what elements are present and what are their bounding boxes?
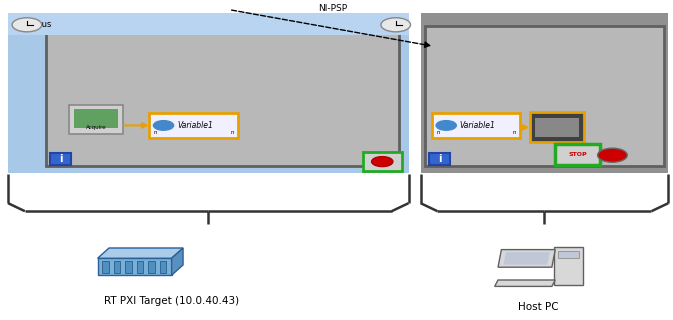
Text: Acquire: Acquire bbox=[85, 124, 106, 130]
FancyBboxPatch shape bbox=[8, 13, 409, 35]
Text: n: n bbox=[230, 130, 234, 135]
FancyBboxPatch shape bbox=[425, 26, 664, 166]
FancyBboxPatch shape bbox=[429, 153, 450, 165]
Text: n: n bbox=[436, 130, 439, 135]
FancyBboxPatch shape bbox=[137, 261, 143, 273]
Text: Variable1: Variable1 bbox=[460, 121, 495, 130]
Circle shape bbox=[598, 148, 627, 162]
Circle shape bbox=[153, 121, 174, 130]
Polygon shape bbox=[498, 250, 555, 267]
Circle shape bbox=[436, 121, 456, 130]
Text: STOP: STOP bbox=[568, 152, 587, 157]
Text: i: i bbox=[437, 154, 441, 164]
Circle shape bbox=[371, 156, 393, 167]
Text: n: n bbox=[513, 130, 516, 135]
Polygon shape bbox=[503, 252, 550, 265]
Circle shape bbox=[12, 18, 42, 32]
FancyBboxPatch shape bbox=[102, 261, 109, 273]
FancyBboxPatch shape bbox=[74, 109, 118, 128]
FancyBboxPatch shape bbox=[558, 251, 579, 258]
FancyBboxPatch shape bbox=[421, 13, 668, 173]
Text: NI-PSP: NI-PSP bbox=[318, 4, 348, 12]
Text: n: n bbox=[153, 130, 157, 135]
FancyBboxPatch shape bbox=[114, 261, 120, 273]
FancyBboxPatch shape bbox=[69, 105, 123, 134]
Polygon shape bbox=[495, 280, 555, 286]
Text: RT PXI Target (10.0.40.43): RT PXI Target (10.0.40.43) bbox=[104, 296, 239, 307]
FancyBboxPatch shape bbox=[149, 113, 238, 138]
FancyBboxPatch shape bbox=[555, 144, 600, 165]
FancyBboxPatch shape bbox=[432, 113, 520, 138]
Polygon shape bbox=[98, 248, 183, 258]
FancyBboxPatch shape bbox=[148, 261, 155, 273]
FancyArrowPatch shape bbox=[232, 10, 430, 47]
FancyBboxPatch shape bbox=[363, 152, 402, 171]
FancyBboxPatch shape bbox=[46, 26, 399, 166]
FancyBboxPatch shape bbox=[530, 112, 584, 142]
FancyBboxPatch shape bbox=[50, 153, 71, 165]
FancyBboxPatch shape bbox=[8, 13, 409, 173]
Text: Variable1: Variable1 bbox=[177, 121, 213, 130]
FancyBboxPatch shape bbox=[160, 261, 166, 273]
FancyBboxPatch shape bbox=[554, 247, 583, 285]
Text: Host PC: Host PC bbox=[518, 302, 559, 312]
Text: us: us bbox=[39, 20, 51, 29]
Text: i: i bbox=[59, 154, 63, 164]
FancyBboxPatch shape bbox=[535, 118, 579, 137]
Polygon shape bbox=[172, 248, 183, 275]
Polygon shape bbox=[98, 258, 172, 275]
FancyBboxPatch shape bbox=[125, 261, 132, 273]
Circle shape bbox=[381, 18, 411, 32]
